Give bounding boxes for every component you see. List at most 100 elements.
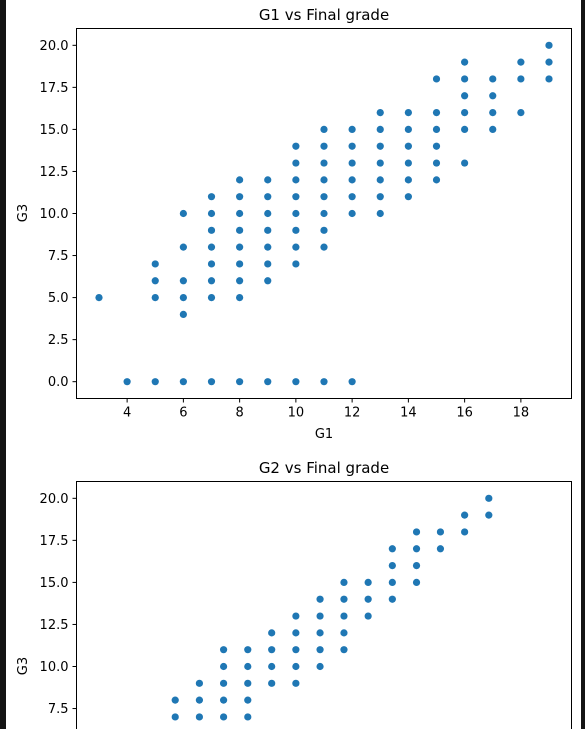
x-tick-label: 18: [513, 406, 530, 421]
scatter-point: [236, 176, 244, 184]
scatter-points: [95, 41, 553, 386]
scatter-point: [376, 176, 384, 184]
y-tick-label: 5.0: [48, 291, 69, 306]
scatter-point: [461, 511, 469, 519]
scatter-point: [236, 277, 244, 285]
x-tick-label: 16: [456, 406, 473, 421]
scatter-point: [320, 176, 328, 184]
scatter-point: [268, 679, 276, 687]
scatter-point: [376, 108, 384, 117]
scatter-point: [348, 176, 356, 184]
scatter-point: [485, 494, 493, 502]
scatter-point: [517, 58, 525, 66]
scatter-point: [264, 260, 272, 268]
scatter-point: [432, 142, 441, 150]
scatter-point: [219, 646, 228, 654]
scatter-point: [151, 293, 159, 302]
scatter-point: [195, 696, 204, 704]
y-tick-label: 2.5: [48, 333, 69, 348]
x-tick-label: 12: [344, 406, 361, 421]
x-tick-label: 10: [288, 406, 305, 421]
scatter-point: [388, 545, 396, 553]
scatter-point: [268, 662, 276, 671]
scatter-point: [348, 209, 356, 218]
scatter-point: [264, 193, 272, 201]
scatter-point: [412, 545, 421, 553]
scatter-point: [461, 528, 469, 536]
scatter-point: [376, 125, 384, 134]
scatter-point: [348, 159, 356, 167]
scatter-point: [461, 125, 469, 134]
scatter-point: [207, 293, 216, 302]
scatter-point: [179, 378, 187, 386]
scatter-point: [244, 696, 252, 704]
scatter-point: [292, 176, 300, 184]
scatter-point: [461, 58, 469, 66]
y-tick-label: 17.5: [40, 81, 69, 96]
scatter-point: [207, 209, 216, 218]
scatter-point: [489, 108, 497, 117]
scatter-point: [179, 209, 187, 218]
scatter-point: [461, 92, 469, 100]
scatter-point: [376, 142, 384, 150]
scatter-point: [244, 662, 252, 671]
scatter-point: [340, 578, 348, 587]
scatter-point: [461, 75, 469, 83]
scatter-point: [207, 193, 216, 201]
scatter-point: [292, 260, 300, 268]
scatter-point: [388, 561, 396, 570]
scatter-point: [292, 612, 300, 620]
scatter-point: [123, 378, 131, 386]
scatter-points: [171, 494, 493, 721]
scatter-point: [320, 378, 328, 386]
scatter-point: [292, 679, 300, 687]
scatter-point: [151, 378, 159, 386]
scatter-point: [412, 561, 421, 570]
y-tick-label: 10.0: [40, 660, 69, 675]
scatter-point: [292, 629, 300, 637]
y-tick-label: 20.0: [40, 492, 69, 507]
scatter-point: [432, 159, 441, 167]
y-axis-label: G3: [16, 657, 31, 675]
scatter-point: [171, 713, 179, 721]
y-tick-label: 12.5: [40, 165, 69, 180]
x-tick-label: 14: [400, 406, 417, 421]
scatter-point: [236, 226, 244, 234]
scatter-point: [404, 142, 412, 150]
scatter-point: [432, 125, 441, 134]
scatter-point: [236, 209, 244, 218]
scatter-point: [348, 378, 356, 386]
scatter-point: [207, 277, 216, 285]
scatter-point: [376, 159, 384, 167]
scatter-point: [264, 277, 272, 285]
scatter-point: [340, 595, 348, 603]
scatter-point: [340, 612, 348, 620]
scatter-point: [412, 578, 421, 587]
y-tick-label: 17.5: [40, 534, 69, 549]
chart-title: G1 vs Final grade: [259, 6, 389, 24]
scatter-point: [436, 545, 445, 553]
scatter-point: [545, 58, 553, 66]
scatter-point: [404, 125, 412, 134]
scatter-point: [207, 226, 216, 234]
scatter-point: [461, 108, 469, 117]
scatter-point: [292, 193, 300, 201]
scatter-point: [545, 41, 553, 49]
scatter-point: [316, 662, 324, 671]
scatter-point: [517, 108, 525, 117]
scatter-point: [376, 209, 384, 218]
scatter-point: [195, 679, 204, 687]
y-tick-label: 7.5: [48, 249, 69, 264]
scatter-point: [340, 629, 348, 637]
scatter-point: [292, 243, 300, 251]
scatter-point: [219, 679, 228, 687]
scatter-point: [404, 159, 412, 167]
scatter-point: [179, 293, 187, 302]
scatter-point: [207, 378, 216, 386]
scatter-point: [171, 696, 179, 704]
scatter-point: [404, 193, 412, 201]
plot-frame: [76, 481, 572, 729]
x-tick-label: 4: [123, 406, 131, 421]
g1-vs-final-grade-chart: G1 vs Final grade 4 6 8 10 12 14 16 18 0.0 2.5 5.…: [16, 6, 572, 442]
scatter-point: [236, 378, 244, 386]
